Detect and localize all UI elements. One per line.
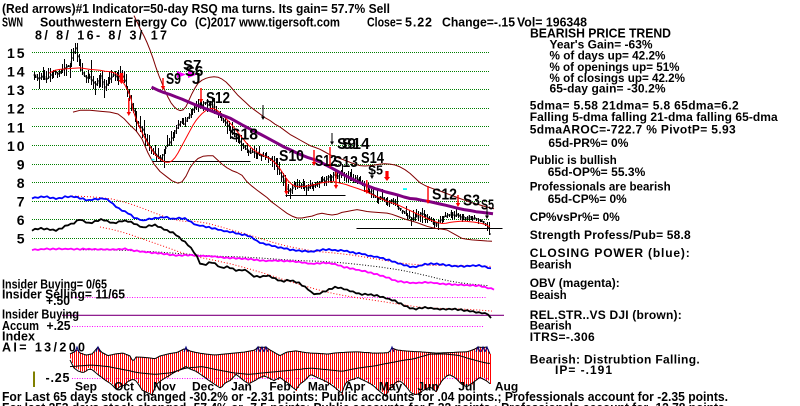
- svg-text:Sep: Sep: [75, 380, 97, 394]
- svg-text:S18: S18: [230, 127, 258, 144]
- svg-text:Insider Selling= 11/65: Insider Selling= 11/65: [2, 288, 125, 302]
- svg-text:Southwestern Energy Co: Southwestern Energy Co: [40, 16, 187, 30]
- svg-text:% of closings up= 42.2%: % of closings up= 42.2%: [550, 71, 686, 85]
- svg-text:S9: S9: [337, 136, 356, 153]
- svg-text:8: 8: [17, 175, 25, 191]
- svg-text:(Red arrows)#1 Indicator=50-da: (Red arrows)#1 Indicator=50-day RSQ ma t…: [2, 2, 390, 16]
- svg-text:Beaish: Beaish: [530, 288, 567, 302]
- svg-text:S14: S14: [361, 150, 384, 167]
- svg-text:S14: S14: [342, 136, 370, 153]
- svg-text:5dma= 5.58 21dma= 5.8 65dma=6.: 5dma= 5.58 21dma= 5.8 65dma=6.2: [530, 99, 739, 113]
- svg-text:Apr: Apr: [345, 380, 366, 394]
- svg-text:65d-OP%= 55.3%: 65d-OP%= 55.3%: [548, 165, 646, 179]
- svg-text:14: 14: [7, 64, 25, 80]
- svg-text:12: 12: [7, 101, 25, 117]
- svg-text:% of days up= 42.2%: % of days up= 42.2%: [550, 49, 666, 63]
- svg-text:65d-CP%= 0%: 65d-CP%= 0%: [548, 192, 627, 206]
- svg-text:S5: S5: [481, 198, 494, 214]
- svg-text:Public is bullish: Public is bullish: [530, 153, 617, 167]
- svg-text:S9: S9: [166, 71, 181, 88]
- svg-text:5dmaAROC=-722.7 % PivotP= 5.9: 5dmaAROC=-722.7 % PivotP= 5.93: [530, 123, 736, 137]
- svg-text:May: May: [379, 380, 403, 394]
- svg-text:S12: S12: [432, 187, 457, 204]
- svg-text:Oct: Oct: [114, 380, 134, 394]
- svg-text:65d-PR%= 0%: 65d-PR%= 0%: [548, 136, 628, 150]
- svg-text:S5: S5: [368, 163, 383, 178]
- svg-text:Vol= 196348: Vol= 196348: [517, 16, 587, 30]
- svg-text:S7: S7: [183, 57, 201, 74]
- svg-text:SWN: SWN: [2, 16, 23, 30]
- svg-text:+.50: +.50: [46, 294, 70, 308]
- svg-text:Dec: Dec: [192, 380, 214, 394]
- svg-text:S13: S13: [333, 154, 358, 171]
- svg-text:Index: Index: [2, 330, 35, 344]
- svg-text:S12: S12: [206, 90, 230, 107]
- svg-text:S12: S12: [315, 153, 337, 170]
- svg-text:CP%vsPr%= 0%: CP%vsPr%= 0%: [530, 210, 620, 224]
- svg-text:+.25: +.25: [47, 319, 71, 333]
- svg-text:13: 13: [7, 82, 25, 98]
- svg-text:(C)2017 www.tigersoft.com: (C)2017 www.tigersoft.com: [195, 16, 340, 30]
- svg-text:Jul: Jul: [458, 380, 475, 394]
- svg-text:Bearish: Bearish: [530, 319, 572, 333]
- svg-text:Accum: Accum: [2, 319, 39, 333]
- svg-text:Falling 5-dma falling 21-dma f: Falling 5-dma falling 21-dma falling 65-…: [530, 110, 778, 124]
- svg-text:ITRS=-.306: ITRS=-.306: [530, 330, 595, 344]
- svg-text:10: 10: [7, 138, 25, 154]
- svg-text:Nov: Nov: [153, 380, 176, 394]
- svg-text:9: 9: [17, 156, 25, 172]
- svg-text:65-day gain= -30.2%: 65-day gain= -30.2%: [550, 82, 666, 96]
- svg-text:Insider Buying= 0/65: Insider Buying= 0/65: [2, 278, 107, 292]
- svg-text:Jan: Jan: [231, 380, 252, 394]
- svg-text:Bearish: Bearish: [530, 258, 572, 272]
- svg-text:Change=-.15: Change=-.15: [442, 16, 515, 30]
- svg-text:S6: S6: [185, 63, 203, 80]
- svg-text:7: 7: [17, 194, 25, 210]
- svg-text:-.25: -.25: [46, 371, 70, 385]
- svg-text:S10: S10: [279, 148, 304, 165]
- svg-text:OBV (magenta):: OBV (magenta):: [530, 276, 620, 290]
- svg-text:5.22: 5.22: [405, 16, 432, 30]
- svg-text:Mar: Mar: [308, 380, 330, 394]
- svg-text:Insider Buying: Insider Buying: [2, 308, 79, 322]
- svg-text:Year's Gain= -63%: Year's Gain= -63%: [550, 38, 653, 52]
- svg-text:AI= 13/200: AI= 13/200: [2, 341, 85, 355]
- svg-text:For Last 65 days stock changed: For Last 65 days stock changed -30.2% or…: [2, 390, 728, 404]
- svg-text:IP= -.191: IP= -.191: [555, 363, 612, 377]
- svg-text:6: 6: [17, 212, 25, 228]
- svg-text:Jun: Jun: [417, 380, 438, 394]
- svg-text:Feb: Feb: [269, 380, 290, 394]
- svg-text:Bearish: Distrubtion Falling.: Bearish: Distrubtion Falling.: [530, 353, 700, 367]
- svg-text:J: J: [192, 71, 201, 88]
- svg-text:For last 253 days stock change: For last 253 days stock changed -57.4% o…: [2, 401, 728, 406]
- svg-text:Close=: Close=: [367, 16, 402, 30]
- svg-text:BEARISH PRICE TREND: BEARISH PRICE TREND: [530, 27, 671, 41]
- svg-text:CLOSING POWER (blue):: CLOSING POWER (blue):: [530, 246, 690, 260]
- svg-text:15: 15: [7, 45, 25, 61]
- svg-text:Aug: Aug: [495, 380, 518, 394]
- svg-text:% of openings up= 51%: % of openings up= 51%: [550, 60, 680, 74]
- svg-text:11: 11: [7, 119, 25, 135]
- svg-text:5: 5: [17, 231, 25, 247]
- svg-text:Professionals are bearish: Professionals are bearish: [530, 180, 671, 194]
- svg-text:REL.STR..VS DJI (brown):: REL.STR..VS DJI (brown):: [530, 308, 682, 322]
- svg-text:Strength Profess/Pub= 58.8: Strength Profess/Pub= 58.8: [530, 228, 691, 242]
- svg-text:S3: S3: [463, 193, 480, 210]
